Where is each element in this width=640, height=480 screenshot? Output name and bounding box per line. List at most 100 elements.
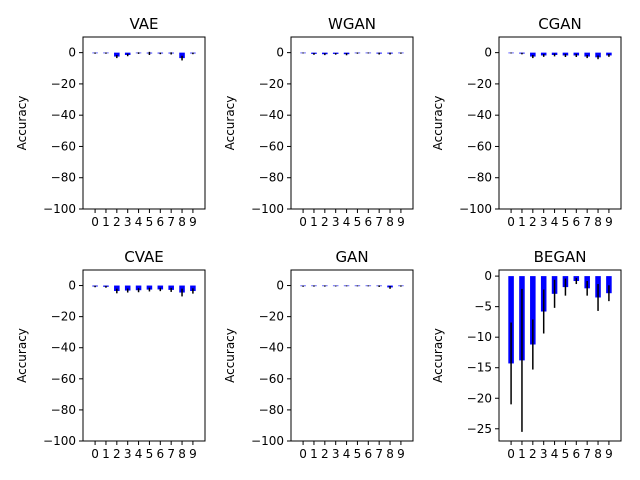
- y-axis-label: Accuracy: [223, 328, 237, 383]
- x-tick-label: 6: [156, 447, 164, 461]
- y-tick-label: −80: [259, 171, 284, 185]
- x-tick-label: 1: [518, 447, 526, 461]
- x-tick-label: 0: [299, 447, 307, 461]
- x-tick-label: 8: [386, 447, 394, 461]
- x-tick-label: 9: [605, 215, 613, 229]
- subplot-title: BEGAN: [534, 248, 587, 266]
- x-tick-label: 9: [397, 215, 405, 229]
- subplot-title: CGAN: [538, 15, 582, 33]
- x-tick-label: 1: [310, 215, 318, 229]
- x-tick-label: 5: [146, 215, 154, 229]
- bar: [168, 285, 174, 290]
- bar: [530, 276, 536, 345]
- x-tick-label: 3: [332, 447, 340, 461]
- x-tick-label: 7: [375, 447, 383, 461]
- y-tick-label: −40: [467, 108, 492, 122]
- subplot-title: GAN: [335, 248, 368, 266]
- x-tick-label: 0: [299, 215, 307, 229]
- bar: [606, 276, 612, 294]
- x-tick-label: 2: [529, 447, 537, 461]
- y-tick-label: −20: [259, 77, 284, 91]
- x-tick-label: 3: [124, 447, 132, 461]
- bar: [179, 52, 185, 59]
- x-tick-label: 1: [102, 447, 110, 461]
- x-tick-label: 1: [102, 215, 110, 229]
- x-tick-label: 8: [594, 215, 602, 229]
- y-tick-label: −40: [51, 108, 76, 122]
- x-tick-label: 2: [321, 215, 329, 229]
- bar: [530, 52, 536, 57]
- x-tick-label: 7: [583, 447, 591, 461]
- y-tick-label: −60: [259, 372, 284, 386]
- y-tick-label: −80: [467, 171, 492, 185]
- y-tick-label: −60: [51, 372, 76, 386]
- axes-frame: [82, 36, 206, 210]
- x-tick-label: 3: [332, 215, 340, 229]
- x-tick-label: 5: [146, 447, 154, 461]
- x-tick-label: 7: [167, 215, 175, 229]
- x-tick-label: 4: [551, 215, 559, 229]
- x-tick-label: 9: [397, 447, 405, 461]
- x-tick-label: 3: [540, 215, 548, 229]
- y-axis-label: Accuracy: [15, 96, 29, 151]
- x-tick-label: 4: [343, 215, 351, 229]
- bar: [157, 285, 164, 290]
- y-tick-label: −40: [259, 108, 284, 122]
- bar: [124, 285, 131, 291]
- y-tick-label: −5: [474, 300, 492, 314]
- y-tick-label: −40: [259, 341, 284, 355]
- x-tick-label: 6: [572, 447, 580, 461]
- y-tick-label: 0: [484, 46, 492, 60]
- x-tick-label: 9: [189, 215, 197, 229]
- y-tick-label: −20: [467, 77, 492, 91]
- bar: [595, 52, 601, 58]
- x-tick-label: 5: [354, 447, 362, 461]
- bar: [135, 285, 142, 291]
- x-tick-label: 5: [562, 215, 570, 229]
- x-tick-label: 0: [507, 215, 515, 229]
- x-tick-label: 0: [91, 215, 99, 229]
- x-tick-label: 7: [167, 447, 175, 461]
- x-tick-label: 5: [562, 447, 570, 461]
- y-tick-label: 0: [68, 46, 76, 60]
- y-tick-label: −100: [251, 202, 284, 216]
- subplot-title: CVAE: [124, 248, 164, 266]
- x-tick-label: 2: [321, 447, 329, 461]
- x-tick-label: 4: [135, 447, 143, 461]
- x-tick-label: 0: [507, 447, 515, 461]
- y-tick-label: −80: [259, 403, 284, 417]
- bar: [114, 285, 120, 291]
- y-axis-label: Accuracy: [431, 96, 445, 151]
- y-tick-label: −80: [51, 171, 76, 185]
- y-tick-label: −40: [51, 341, 76, 355]
- x-tick-label: 8: [178, 215, 186, 229]
- x-tick-label: 1: [310, 447, 318, 461]
- x-tick-label: 0: [91, 447, 99, 461]
- y-tick-label: −100: [43, 202, 76, 216]
- y-tick-label: 0: [276, 279, 284, 293]
- y-tick-label: −15: [467, 361, 492, 375]
- x-tick-label: 5: [354, 215, 362, 229]
- x-tick-label: 8: [178, 447, 186, 461]
- x-tick-label: 3: [540, 447, 548, 461]
- x-tick-label: 2: [529, 215, 537, 229]
- x-tick-label: 2: [113, 447, 121, 461]
- axes-frame: [498, 269, 622, 442]
- y-tick-label: −60: [51, 139, 76, 153]
- y-axis-label: Accuracy: [431, 328, 445, 383]
- axes-frame: [498, 36, 622, 210]
- y-axis-label: Accuracy: [223, 96, 237, 151]
- bar: [190, 285, 196, 291]
- x-tick-label: 8: [594, 447, 602, 461]
- y-tick-label: −10: [467, 330, 492, 344]
- subplot-title: WGAN: [328, 15, 376, 33]
- y-tick-label: −60: [259, 139, 284, 153]
- y-tick-label: −80: [51, 403, 76, 417]
- y-tick-label: 0: [276, 46, 284, 60]
